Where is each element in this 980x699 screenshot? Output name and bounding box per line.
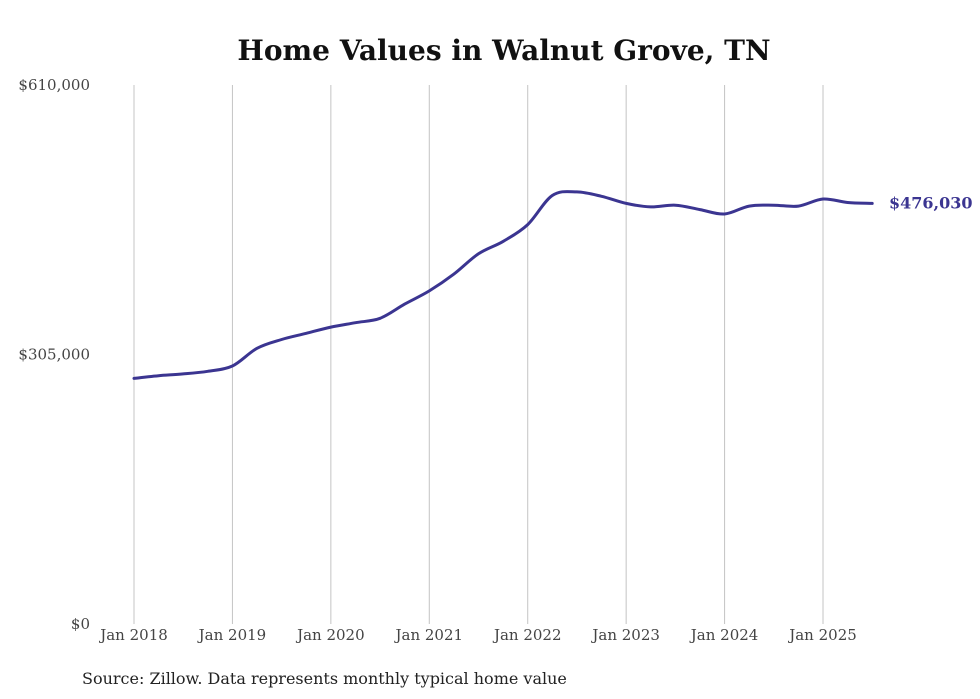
x-tick-label: Jan 2023 (590, 626, 660, 644)
x-tick-label: Jan 2022 (492, 626, 562, 644)
x-tick-label: Jan 2020 (295, 626, 365, 644)
y-tick-label: $305,000 (18, 346, 90, 364)
vertical-gridlines (133, 85, 824, 624)
y-tick-label: $0 (71, 615, 90, 633)
x-tick-label: Jan 2021 (394, 626, 464, 644)
y-tick-label: $610,000 (18, 76, 90, 94)
x-tick-label: Jan 2024 (689, 626, 759, 644)
chart-title: Home Values in Walnut Grove, TN (237, 34, 770, 67)
x-tick-label: Jan 2025 (787, 626, 857, 644)
x-tick-label: Jan 2019 (197, 626, 267, 644)
series-line (132, 190, 874, 380)
x-axis-tick-labels: Jan 2018 Jan 2019 Jan 2020 Jan 2021 Jan 2022… (98, 626, 857, 644)
x-tick-label: Jan 2018 (98, 626, 168, 644)
end-value-label: $476,030 (889, 193, 973, 212)
source-note: Source: Zillow. Data represents monthly … (82, 669, 567, 688)
y-axis-tick-labels: $0 $305,000 $610,000 (18, 76, 90, 633)
